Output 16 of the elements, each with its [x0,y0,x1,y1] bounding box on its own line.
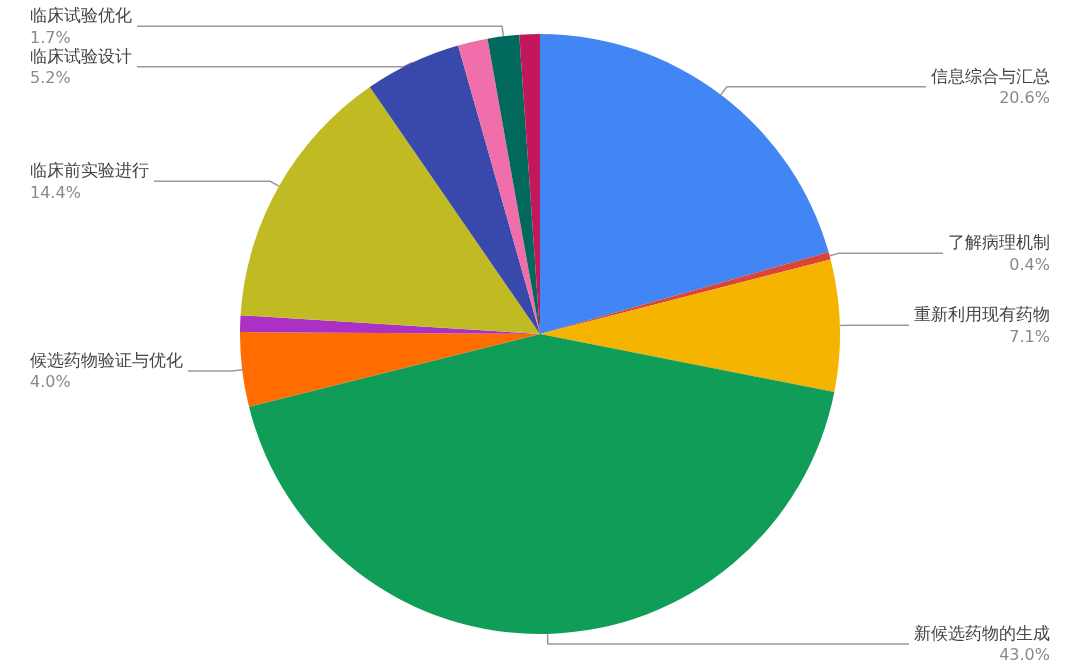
slice-label: 信息综合与汇总 [931,65,1050,86]
data-label: 0.4% [1009,254,1050,274]
slice-label: 临床前实验进行 [30,160,149,181]
data-label: 4.0% [30,372,71,392]
slice-label: 临床试验优化 [30,5,132,26]
slice-label: 新候选药物的生成 [914,622,1050,643]
slice-label: 重新利用现有药物 [914,304,1050,325]
slice-label: 临床试验设计 [30,45,132,66]
slice-label: 候选药物验证与优化 [30,349,183,370]
slice-label: 了解病理机制 [948,232,1050,253]
data-label: 20.6% [999,88,1050,108]
data-label: 7.1% [1009,326,1050,346]
data-label: 1.7% [30,27,71,47]
data-label: 14.4% [30,182,81,202]
data-label: 5.2% [30,68,71,88]
data-label: 43.0% [999,645,1050,665]
